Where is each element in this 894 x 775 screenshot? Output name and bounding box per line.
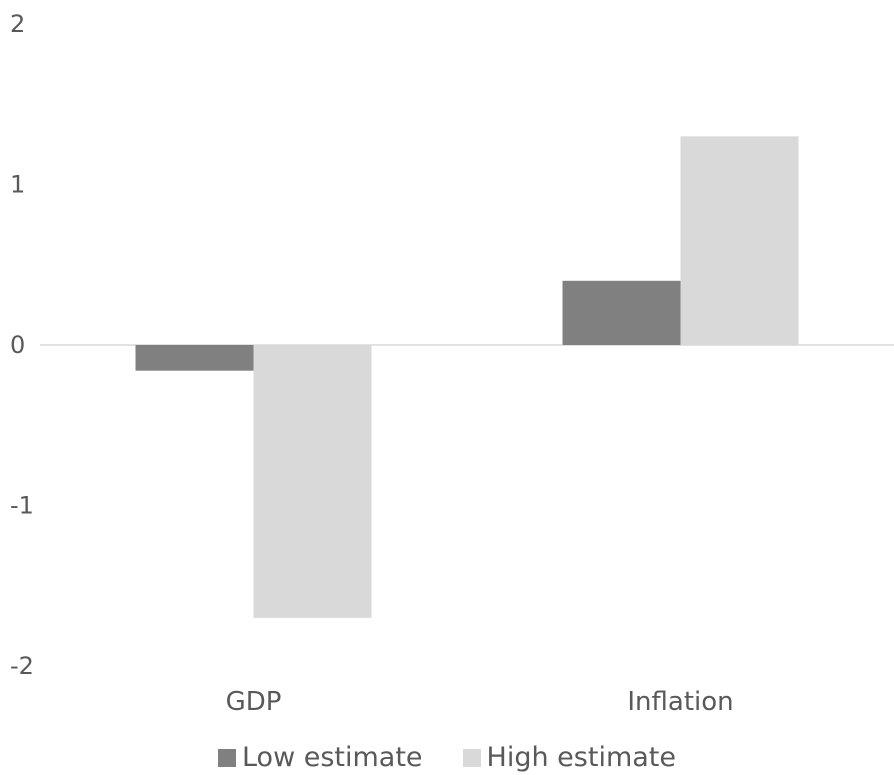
bar-gdp-high-estimate <box>253 345 372 618</box>
legend-item-low-estimate: Low estimate <box>217 742 423 773</box>
y-tick-label: -1 <box>10 492 34 520</box>
y-tick-label: 2 <box>10 10 25 38</box>
legend: Low estimate High estimate <box>0 740 894 775</box>
bar-inflation-high-estimate <box>680 136 799 345</box>
y-tick-label: -2 <box>10 652 34 680</box>
legend-item-high-estimate: High estimate <box>462 742 676 773</box>
bar-gdp-low-estimate <box>135 345 254 371</box>
y-tick-label: 0 <box>10 331 25 359</box>
legend-swatch-high-estimate <box>462 748 481 767</box>
y-tick-label: 1 <box>10 171 25 199</box>
x-category-label: GDP <box>226 687 282 717</box>
legend-label-high-estimate: High estimate <box>486 742 676 773</box>
bar-inflation-low-estimate <box>562 280 681 345</box>
x-category-label: Inflation <box>627 687 733 717</box>
legend-label-low-estimate: Low estimate <box>241 742 423 773</box>
bar-chart: 2 1 0 -1 -2 GDP Inflation <box>10 10 894 717</box>
legend-swatch-low-estimate <box>217 748 236 767</box>
